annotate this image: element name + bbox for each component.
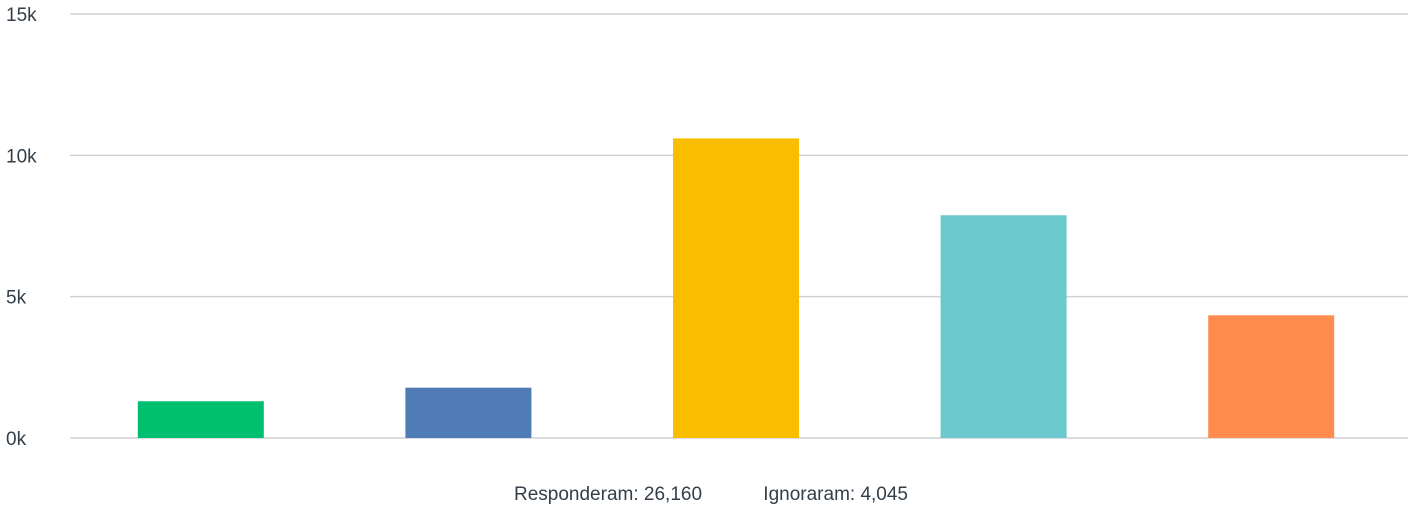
bar-5[interactable] <box>1208 315 1335 438</box>
bar-1[interactable] <box>137 401 264 438</box>
y-tick-label: 10k <box>6 146 37 167</box>
response-summary: Responderam: 26,160 Ignoraram: 4,045 <box>0 484 1422 506</box>
bar-3[interactable] <box>673 138 799 438</box>
skipped-count: Ignoraram: 4,045 <box>763 484 908 505</box>
y-tick-label: 5k <box>6 288 27 309</box>
y-tick-label: 15k <box>6 5 37 26</box>
y-tick-label: 0k <box>6 429 27 450</box>
bar-4[interactable] <box>940 215 1067 438</box>
bar-2[interactable] <box>405 387 532 438</box>
answered-count: Responderam: 26,160 <box>514 484 703 505</box>
